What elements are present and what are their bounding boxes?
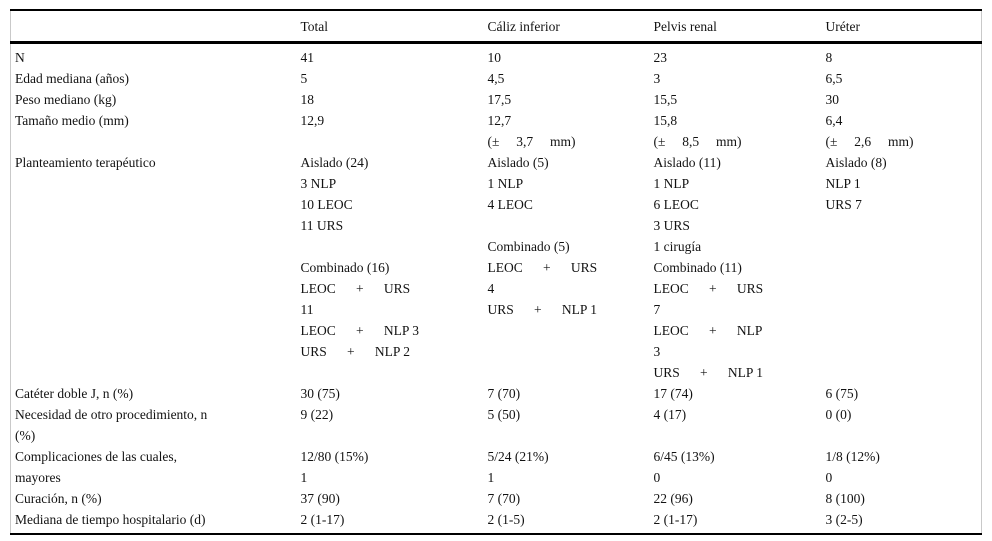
cell-value: 2 (1-17) [653, 512, 698, 527]
cell-value: 6 (75) [825, 386, 859, 401]
row-label: N [15, 50, 25, 65]
row-label: Planteamiento terapéutico [15, 155, 156, 170]
cell-value: 18 [300, 92, 315, 107]
cell-value: 15,5 [653, 92, 678, 107]
cell-value: 7 (70) [487, 491, 521, 506]
header-pelvis-renal: Pelvis renal [653, 10, 826, 44]
row-label: Catéter doble J, n (%) [15, 386, 134, 401]
results-table-wrap: Total Cáliz inferior Pelvis renal Uréter… [10, 9, 982, 535]
cell-value: 30 (75) [300, 386, 340, 401]
table-row: Planteamiento terapéutico Aislado (24) 3 … [11, 152, 982, 383]
cell-value: 7 (70) [487, 386, 521, 401]
cell-value: 9 (22) [300, 407, 334, 422]
cell-value: 22 (96) [653, 491, 693, 506]
cell-value: 4 (17) [653, 407, 687, 422]
cell-value: 6,5 [825, 71, 843, 86]
header-row: Total Cáliz inferior Pelvis renal Uréter [10, 10, 982, 44]
table-row: N 41 10 23 8 [11, 43, 982, 69]
table-header: Total Cáliz inferior Pelvis renal Uréter [10, 10, 982, 44]
cell-value: 12/80 (15%) 1 [300, 449, 369, 485]
header-ureter: Uréter [825, 10, 982, 44]
cell-value: 5 [300, 71, 308, 86]
table-row: Tamaño medio (mm) 12,9 12,7 (± 3,7 mm) 15,8… [11, 110, 982, 152]
row-label: Curación, n (%) [15, 491, 102, 506]
cell-value: 17,5 [487, 92, 512, 107]
cell-value: 3 [653, 71, 661, 86]
row-label: Complicaciones de las cuales, mayores [15, 449, 177, 485]
cell-value: 2 (1-5) [487, 512, 525, 527]
table-row: Curación, n (%) 37 (90) 7 (70) 22 (96) 8 (10… [11, 488, 982, 509]
cell-value: 12,9 [300, 113, 325, 128]
results-table: Total Cáliz inferior Pelvis renal Uréter… [10, 9, 982, 535]
cell-value: 6,4 (± 2,6 mm) [825, 113, 914, 149]
row-label: Necesidad de otro procedimiento, n (%) [15, 407, 208, 443]
cell-value: 5/24 (21%) 1 [487, 449, 549, 485]
table-row: Catéter doble J, n (%) 30 (75) 7 (70) 17 (7… [11, 383, 982, 404]
header-caliz-inferior: Cáliz inferior [487, 10, 654, 44]
cell-value: Aislado (11) 1 NLP 6 LEOC 3 URS 1 cirugí… [653, 155, 764, 380]
header-total: Total [300, 10, 488, 44]
table-row: Peso mediano (kg) 18 17,5 15,5 30 [11, 89, 982, 110]
row-label: Peso mediano (kg) [15, 92, 117, 107]
cell-value: 17 (74) [653, 386, 693, 401]
cell-value: 4,5 [487, 71, 505, 86]
cell-value: 12,7 (± 3,7 mm) [487, 113, 576, 149]
cell-value: 37 (90) [300, 491, 340, 506]
cell-value: 41 [300, 50, 315, 65]
cell-value: 1/8 (12%) 0 [825, 449, 880, 485]
cell-value: 10 [487, 50, 502, 65]
table-body: N 41 10 23 8 Edad mediana (años) 5 4,5 3 6,5 Peso … [11, 43, 982, 535]
row-label: Tamaño medio (mm) [15, 113, 129, 128]
cell-value: 30 [825, 92, 840, 107]
row-label: Edad mediana (años) [15, 71, 129, 86]
cell-value: 3 (2-5) [825, 512, 863, 527]
cell-value: Aislado (8) NLP 1 URS 7 [825, 155, 887, 212]
table-row: Edad mediana (años) 5 4,5 3 6,5 [11, 68, 982, 89]
table-row: Necesidad de otro procedimiento, n (%) 9 … [11, 404, 982, 446]
header-empty [10, 10, 301, 44]
cell-value: Aislado (5) 1 NLP 4 LEOC Combinado (5) L… [487, 155, 598, 317]
cell-value: 15,8 (± 8,5 mm) [653, 113, 742, 149]
cell-value: 0 (0) [825, 407, 852, 422]
cell-value: 5 (50) [487, 407, 521, 422]
cell-value: 2 (1-17) [300, 512, 345, 527]
row-label: Mediana de tiempo hospitalario (d) [15, 512, 206, 527]
cell-value: 23 [653, 50, 668, 65]
table-row: Mediana de tiempo hospitalario (d) 2 (1-1… [11, 509, 982, 534]
table-row: Complicaciones de las cuales, mayores 12/… [11, 446, 982, 488]
cell-value: Aislado (24) 3 NLP 10 LEOC 11 URS Combin… [300, 155, 420, 359]
cell-value: 8 [825, 50, 833, 65]
cell-value: 8 (100) [825, 491, 865, 506]
cell-value: 6/45 (13%) 0 [653, 449, 715, 485]
